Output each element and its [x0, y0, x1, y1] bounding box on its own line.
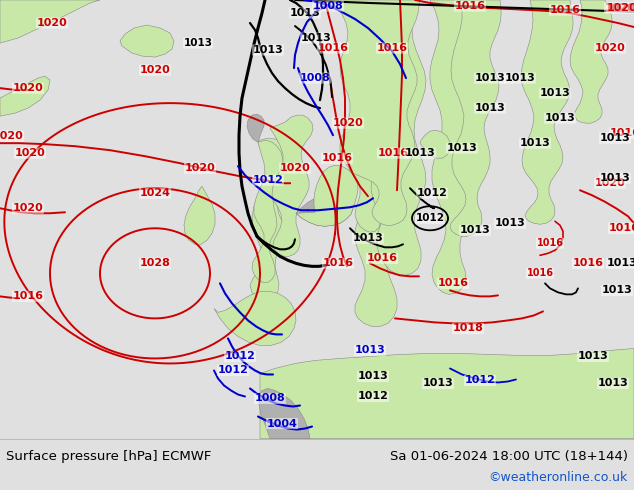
Polygon shape	[324, 0, 420, 225]
Text: 1013: 1013	[598, 378, 628, 389]
Text: 1012: 1012	[358, 392, 389, 401]
Polygon shape	[0, 76, 50, 116]
Text: 1013: 1013	[505, 73, 535, 83]
Text: 1008: 1008	[313, 1, 344, 11]
Text: 1013: 1013	[358, 371, 389, 382]
Text: 1020: 1020	[184, 163, 216, 173]
Text: 1013: 1013	[495, 218, 526, 228]
Text: 1013: 1013	[290, 8, 320, 18]
Polygon shape	[349, 146, 381, 232]
Text: 1013: 1013	[353, 233, 384, 244]
Text: 1024: 1024	[139, 188, 171, 198]
Text: 1020: 1020	[0, 131, 23, 141]
Text: 1020: 1020	[595, 43, 625, 53]
Text: 1013: 1013	[252, 45, 283, 55]
Text: 1020: 1020	[595, 178, 625, 188]
Text: 1012: 1012	[252, 175, 283, 185]
Text: 1020: 1020	[139, 65, 171, 75]
Text: 1018: 1018	[453, 323, 484, 333]
Text: 1013: 1013	[520, 138, 550, 148]
Text: 1016: 1016	[323, 258, 354, 269]
Text: 1016: 1016	[366, 253, 398, 263]
Text: 1013: 1013	[475, 73, 505, 83]
Text: 1020: 1020	[333, 118, 363, 128]
Text: 1016: 1016	[13, 292, 44, 301]
Text: 1020: 1020	[13, 83, 43, 93]
Polygon shape	[270, 115, 313, 256]
Text: Sa 01-06-2024 18:00 UTC (18+144): Sa 01-06-2024 18:00 UTC (18+144)	[390, 450, 628, 463]
Text: 1016: 1016	[455, 1, 486, 11]
Text: 1013: 1013	[600, 173, 630, 183]
Text: 1020: 1020	[607, 3, 634, 13]
Text: 1020: 1020	[605, 3, 634, 13]
Polygon shape	[250, 138, 288, 300]
Text: 1013: 1013	[607, 258, 634, 269]
Text: 1016: 1016	[321, 153, 353, 163]
Text: Surface pressure [hPa] ECMWF: Surface pressure [hPa] ECMWF	[6, 450, 211, 463]
Text: 1020: 1020	[15, 148, 46, 158]
Text: 1016: 1016	[550, 5, 581, 15]
Text: 1020: 1020	[13, 203, 43, 213]
Polygon shape	[450, 0, 501, 236]
Text: 1016: 1016	[377, 43, 408, 53]
Polygon shape	[430, 0, 477, 294]
Text: 1013: 1013	[602, 285, 632, 295]
Text: 1013: 1013	[475, 103, 505, 113]
Polygon shape	[184, 186, 215, 245]
Text: 1013: 1013	[460, 225, 490, 235]
Polygon shape	[247, 114, 264, 142]
Text: 1013: 1013	[354, 345, 385, 355]
Polygon shape	[345, 120, 365, 136]
Text: 1028: 1028	[139, 258, 171, 269]
Polygon shape	[259, 389, 310, 439]
Text: 1012: 1012	[417, 188, 448, 198]
Text: 1016: 1016	[536, 238, 564, 248]
Polygon shape	[570, 0, 612, 123]
Polygon shape	[214, 292, 296, 345]
Text: 1016: 1016	[609, 128, 634, 138]
Text: 1013: 1013	[183, 38, 212, 48]
Text: ©weatheronline.co.uk: ©weatheronline.co.uk	[489, 471, 628, 484]
Text: 1016: 1016	[377, 148, 408, 158]
Text: 1012: 1012	[224, 351, 256, 362]
Text: 1013: 1013	[301, 33, 332, 43]
Polygon shape	[420, 130, 450, 158]
Polygon shape	[252, 140, 283, 282]
Text: 1008: 1008	[255, 393, 285, 403]
Text: 1016: 1016	[437, 278, 469, 288]
Text: 1013: 1013	[446, 143, 477, 153]
Polygon shape	[260, 348, 634, 439]
Text: 1004: 1004	[266, 418, 297, 429]
Polygon shape	[0, 0, 100, 43]
Polygon shape	[296, 194, 353, 226]
Text: 1012: 1012	[217, 366, 249, 375]
Polygon shape	[362, 0, 426, 275]
Text: 1020: 1020	[37, 18, 67, 28]
Polygon shape	[120, 25, 174, 57]
Text: 1013: 1013	[545, 113, 576, 123]
Polygon shape	[521, 0, 573, 224]
Text: 1013: 1013	[423, 378, 453, 389]
Text: 1016: 1016	[609, 223, 634, 233]
Text: 1020: 1020	[280, 163, 311, 173]
Text: 1012: 1012	[465, 375, 495, 386]
Text: 1013: 1013	[578, 351, 609, 362]
Text: 1012: 1012	[415, 213, 444, 223]
Text: 1013: 1013	[600, 133, 630, 143]
Text: 1016: 1016	[573, 258, 604, 269]
Polygon shape	[296, 165, 358, 226]
Text: 1013: 1013	[404, 148, 436, 158]
Text: 1013: 1013	[540, 88, 571, 98]
Text: 1016: 1016	[318, 43, 349, 53]
Polygon shape	[338, 0, 412, 326]
Text: 1016: 1016	[526, 269, 553, 278]
Text: 1008: 1008	[300, 73, 330, 83]
